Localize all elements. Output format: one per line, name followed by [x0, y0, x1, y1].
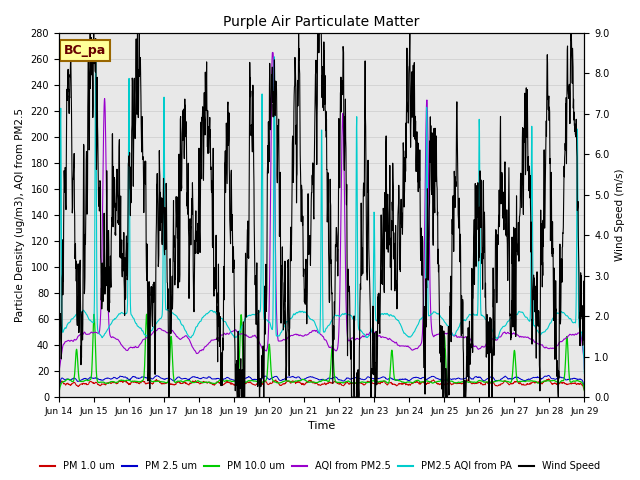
Y-axis label: Particle Density (ug/m3), AQI from PM2.5: Particle Density (ug/m3), AQI from PM2.5: [15, 108, 25, 322]
Text: BC_pa: BC_pa: [64, 44, 106, 57]
Y-axis label: Wind Speed (m/s): Wind Speed (m/s): [615, 169, 625, 261]
Legend: PM 1.0 um, PM 2.5 um, PM 10.0 um, AQI from PM2.5, PM2.5 AQI from PA, Wind Speed: PM 1.0 um, PM 2.5 um, PM 10.0 um, AQI fr…: [36, 457, 604, 475]
X-axis label: Time: Time: [308, 421, 335, 432]
Title: Purple Air Particulate Matter: Purple Air Particulate Matter: [223, 15, 420, 29]
